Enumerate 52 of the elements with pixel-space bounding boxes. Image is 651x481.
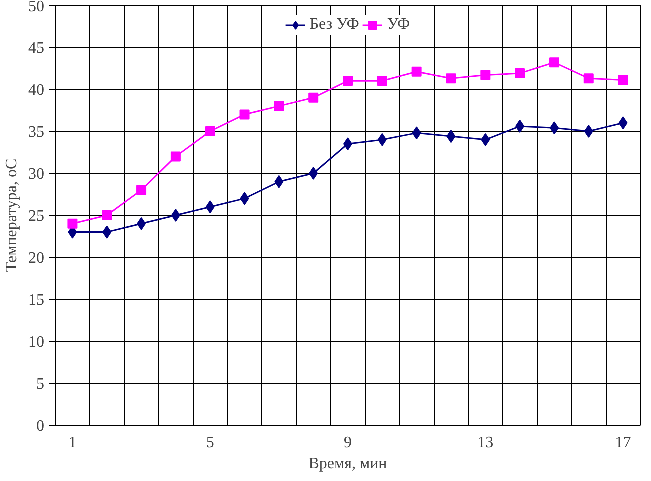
- point: [68, 218, 78, 229]
- point: [274, 175, 284, 188]
- y-tick-label: 20: [28, 250, 44, 267]
- point: [618, 75, 628, 86]
- point: [480, 70, 491, 80]
- y-tick-label: 5: [36, 376, 44, 393]
- point: [308, 92, 319, 103]
- point: [274, 101, 284, 112]
- point: [206, 200, 215, 214]
- point: [240, 110, 250, 120]
- y-tick-label: 25: [28, 208, 44, 225]
- x-tick-label: 9: [344, 434, 352, 452]
- point: [102, 226, 112, 239]
- point: [446, 74, 456, 84]
- point: [515, 68, 526, 79]
- point: [309, 167, 318, 180]
- point: [240, 192, 250, 206]
- y-tick-label: 10: [28, 334, 44, 351]
- point: [618, 116, 628, 130]
- point: [516, 120, 525, 133]
- y-tick-label: 30: [28, 166, 44, 183]
- x-axis-title: Время, мин: [308, 456, 388, 472]
- point: [412, 126, 422, 140]
- y-tick-label: 50: [28, 0, 44, 16]
- point: [584, 74, 594, 84]
- y-axis-title: Температура, oC: [4, 158, 20, 272]
- y-tick-label: 15: [28, 292, 44, 309]
- point: [102, 210, 112, 220]
- point: [378, 133, 387, 146]
- point: [446, 130, 456, 144]
- x-tick-label: 13: [478, 434, 494, 452]
- point: [412, 66, 422, 77]
- point: [550, 122, 559, 135]
- x-tick-label: 17: [615, 434, 632, 452]
- point: [205, 126, 216, 136]
- point: [171, 209, 180, 222]
- point: [170, 152, 181, 162]
- point: [549, 58, 560, 68]
- x-tick-label: 5: [206, 434, 214, 452]
- legend-label: УФ: [387, 16, 410, 34]
- y-tick-label: 40: [28, 82, 44, 99]
- y-tick-label: 45: [28, 40, 44, 57]
- point: [343, 76, 353, 86]
- point: [377, 76, 388, 86]
- point: [584, 125, 594, 138]
- point: [481, 133, 490, 146]
- y-tick-label: 35: [28, 124, 44, 141]
- y-tick-label: 0: [36, 418, 44, 435]
- legend-label: Без УФ: [310, 16, 360, 34]
- point: [136, 185, 147, 196]
- x-tick-label: 1: [68, 434, 77, 452]
- point: [137, 217, 146, 230]
